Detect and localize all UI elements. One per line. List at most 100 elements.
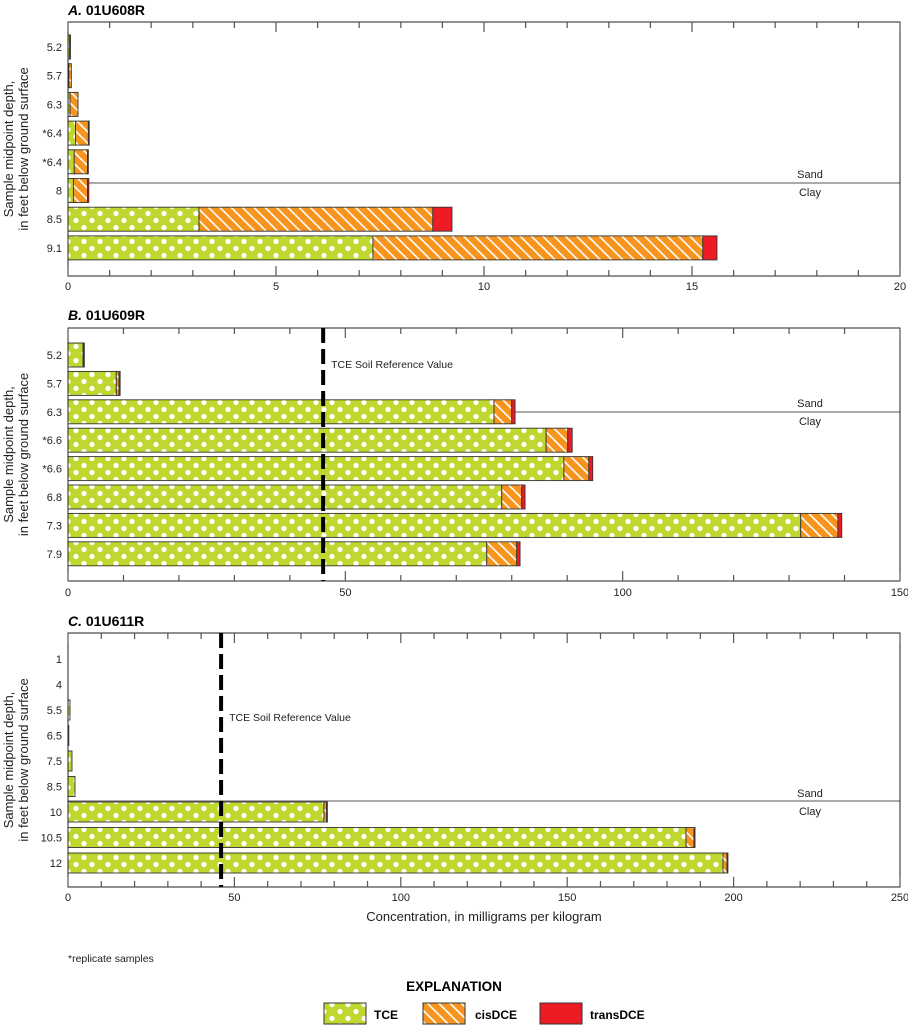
depth-label: 5.7 [47,71,62,83]
bar-segment-cisdce [486,541,518,567]
bar-segment-cisdce [69,91,79,117]
depth-label: 6.3 [47,99,62,111]
bar-segment-cisdce [685,827,695,848]
bar-segment-tce [67,178,74,203]
panel-title: A. 01U608R [67,2,145,18]
sand-label: Sand [797,169,823,181]
depth-label: 5.2 [47,42,62,54]
panel-b: B. 01U609R Sample midpoint depth, in feet … [1,307,908,599]
x-tick-label: 20 [894,281,906,293]
bar-segment-cisdce [73,149,89,175]
bar-segment-tce [67,827,687,848]
bar-segment-transdce [693,827,696,848]
depth-label: 6.5 [47,731,62,743]
x-tick-label: 5 [273,281,279,293]
depth-label: 8.5 [47,782,62,794]
x-tick-label: 50 [339,587,351,599]
depth-label: 6.3 [47,407,62,419]
clay-label: Clay [799,806,822,818]
bar-segment-transdce [326,801,328,823]
bar-segment-tce [67,149,75,175]
bar-segment-transdce [432,206,453,232]
panel-letter: A. [67,2,82,18]
bar-segment-tce [67,370,117,396]
bar-segment-tce [67,342,84,368]
y-axis-label-line2: in feet below ground surface [16,678,31,841]
depth-label: 10.5 [41,833,62,845]
bar-segment-tce [67,776,76,797]
bar-segment-cisdce [69,34,71,60]
depth-label: 1 [56,654,62,666]
clay-label: Clay [799,416,822,428]
bar-segment-transdce [702,235,718,261]
bar-segment-tce [67,512,802,538]
x-tick-label: 0 [65,281,71,293]
plot-frame [67,327,901,582]
depth-label: 8.5 [47,214,62,226]
depth-label: *6.4 [42,128,62,140]
bar-segment-transdce [87,149,89,175]
panel-letter: C. [68,613,82,629]
depth-label: 7.5 [47,756,62,768]
bar-segment-cisdce [501,484,523,510]
bar-segment-transdce [726,852,729,874]
bar-segment-tce [67,120,76,146]
depth-label: 7.3 [47,520,62,532]
depth-label: *6.4 [42,157,62,169]
depth-label: *6.6 [42,464,62,476]
panel-letter: B. [68,307,82,323]
depth-label: 4 [56,680,62,692]
x-tick-label: 15 [686,281,698,293]
panel-site-id: 01U608R [86,2,145,18]
depth-label: 5.2 [47,350,62,362]
depth-label: 5.5 [47,705,62,717]
bar-segment-cisdce [198,206,434,232]
depth-label: 7.9 [47,549,62,561]
bar-segment-cisdce [68,63,72,89]
x-tick-label: 100 [392,892,410,904]
y-axis-label-line1: Sample midpoint depth, [1,81,16,218]
bar-segment-transdce [118,370,121,396]
bar-segment-cisdce [545,427,569,453]
bar-segment-transdce [83,342,85,368]
bar-segment-transdce [588,456,594,482]
bar-segment-cisdce [800,512,839,538]
bar-segment-transdce [87,120,90,146]
y-axis-label-line2: in feet below ground surface [16,373,31,536]
panel-c: C. 01U611R Sample midpoint depth, in feet … [1,613,908,904]
x-tick-label: 10 [478,281,490,293]
legend-label-tce: TCE [374,1008,398,1022]
x-tick-label: 200 [724,892,742,904]
bar-segment-tce [67,852,724,874]
depth-label: *6.6 [42,435,62,447]
bar-segment-cisdce [75,120,89,146]
footnote: *replicate samples [68,953,154,965]
bar-segment-cisdce [722,852,728,874]
depth-label: 5.7 [47,378,62,390]
plot-frame [67,632,901,888]
legend-swatch-tce [323,1002,367,1025]
depth-label: 8 [56,186,62,198]
bar-segment-cisdce [563,456,590,482]
panel-site-id: 01U611R [86,613,144,629]
bar-segment-transdce [521,484,526,510]
bar-segment-transdce [511,399,516,425]
y-axis-label-line1: Sample midpoint depth, [1,386,16,523]
depth-label: 12 [50,858,62,870]
x-tick-label: 150 [891,587,908,599]
panel-site-id: 01U609R [86,307,145,323]
legend-label-cisdce: cisDCE [475,1008,517,1022]
bar-segment-tce [67,206,200,232]
legend-label-transdce: transDCE [590,1008,645,1022]
x-tick-label: 0 [65,587,71,599]
bar-segment-cisdce [493,399,513,425]
legend: EXPLANATION TCE cisDCE transDCE [323,979,645,1025]
bar-segment-transdce [567,427,573,453]
bar-segment-tce [67,399,495,425]
x-tick-label: 50 [228,892,240,904]
depth-label: 6.8 [47,492,62,504]
bar-segment-tce [67,427,547,453]
bar-segment-transdce [516,541,521,567]
reference-line-label: TCE Soil Reference Value [229,712,351,724]
